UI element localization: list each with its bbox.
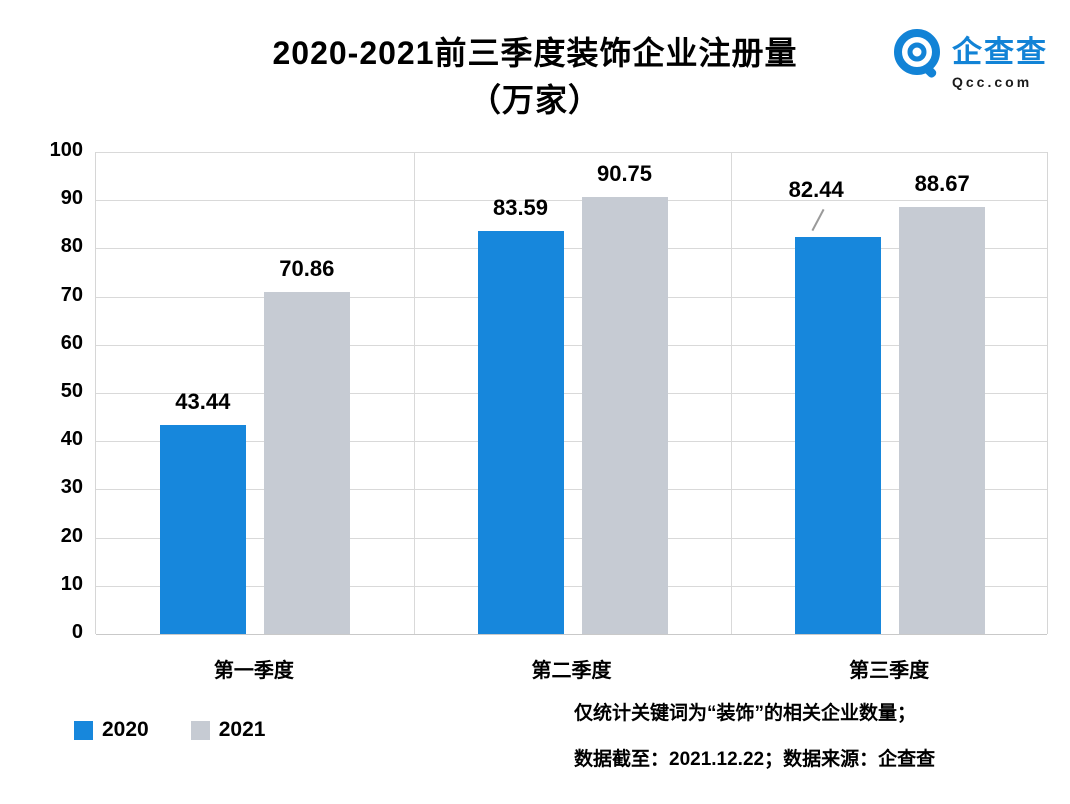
- bar-2020-第一季度: [159, 424, 246, 634]
- bar-value-label-2020-第三季度: 82.44: [788, 176, 844, 202]
- qcc-logo-icon: [891, 27, 945, 86]
- category-separator-1: [413, 152, 415, 634]
- gridline-y-90: [96, 200, 1047, 202]
- bar-value-label-2021-第一季度: 70.86: [279, 256, 335, 282]
- gridline-y-0: [96, 634, 1047, 635]
- y-tick-label-90: 90: [60, 187, 83, 210]
- y-tick-label-40: 40: [60, 428, 83, 451]
- bar-value-label-2020-第二季度: 83.59: [492, 195, 549, 221]
- qcc-logo-text: 企查查 Qcc.com: [952, 27, 1048, 90]
- y-tick-label-30: 30: [60, 476, 83, 499]
- gridline-y-50: [96, 393, 1047, 394]
- chart-legend: 2020 2021: [74, 718, 265, 742]
- bar-2020-第三季度: [795, 236, 882, 634]
- y-tick-label-50: 50: [60, 380, 83, 402]
- bar-value-label-2020-第一季度: 43.44: [175, 388, 231, 414]
- y-tick-label-100: 100: [49, 139, 83, 161]
- chart-title-line1: 2020-2021前三季度装饰企业注册量: [272, 35, 798, 71]
- bar-2021-第一季度: [263, 292, 350, 634]
- gridline-y-60: [96, 344, 1047, 346]
- footnote-line2: 数据截至：2021.12.22；数据来源：企查查: [574, 749, 936, 770]
- y-tick-label-80: 80: [60, 235, 83, 258]
- x-category-label-第三季度: 第三季度: [849, 660, 930, 682]
- gridline-y-10: [96, 585, 1047, 587]
- gridline-y-100: [96, 152, 1047, 153]
- legend-label-2020: 2020: [102, 718, 149, 741]
- legend-item-2021: 2021: [190, 718, 266, 742]
- y-tick-label-60: 60: [60, 331, 83, 354]
- qcc-logo-name: 企查查: [952, 36, 1048, 69]
- bar-2021-第二季度: [581, 196, 668, 634]
- gridline-y-30: [96, 489, 1047, 491]
- chart-title: 2020-2021前三季度装饰企业注册量 （万家）: [0, 30, 1070, 124]
- gridline-y-40: [96, 441, 1047, 443]
- qcc-logo: 企查查 Qcc.com: [891, 27, 1048, 90]
- legend-item-2020: 2020: [74, 718, 149, 742]
- category-separator-2: [731, 152, 733, 634]
- y-tick-label-0: 0: [71, 621, 83, 643]
- qcc-logo-domain: Qcc.com: [952, 74, 1033, 90]
- x-category-label-第二季度: 第二季度: [531, 660, 612, 682]
- legend-swatch-2021: [190, 720, 210, 740]
- y-tick-label-70: 70: [60, 283, 83, 306]
- bar-value-label-2021-第三季度: 88.67: [914, 170, 970, 196]
- legend-label-2021: 2021: [218, 718, 266, 741]
- bar-value-label-2021-第二季度: 90.75: [596, 160, 653, 186]
- gridline-y-20: [96, 537, 1047, 539]
- bar-2021-第三季度: [899, 206, 986, 634]
- legend-swatch-2020: [74, 720, 93, 740]
- chart-title-line2: （万家）: [468, 82, 601, 118]
- x-category-label-第一季度: 第一季度: [213, 660, 294, 682]
- gridline-y-70: [96, 296, 1047, 298]
- y-tick-label-10: 10: [60, 572, 83, 595]
- gridline-y-80: [96, 248, 1047, 250]
- y-tick-label-20: 20: [60, 524, 83, 547]
- bar-chart-plot-area: 43.44 70.86 83.59 90.75 82.44 88.67: [95, 152, 1048, 635]
- footnote-line1: 仅统计关键词为“装饰”的相关企业数量；: [574, 703, 917, 724]
- label-leader-line: [811, 208, 825, 231]
- bar-2020-第二季度: [477, 231, 564, 634]
